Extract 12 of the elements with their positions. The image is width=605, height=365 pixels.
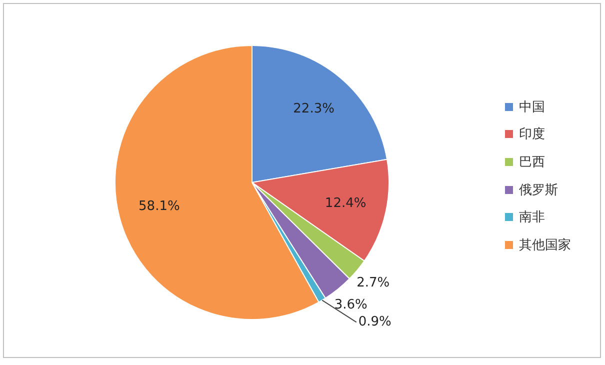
data-label: 58.1% bbox=[138, 199, 180, 214]
legend-label: 中国 bbox=[519, 98, 545, 116]
legend-label: 印度 bbox=[519, 126, 545, 144]
legend-label: 南非 bbox=[519, 209, 545, 226]
data-label: 0.9% bbox=[358, 314, 392, 330]
data-label: 12.4% bbox=[324, 196, 366, 211]
legend-label: 其他国家 bbox=[519, 236, 571, 254]
legend-label: 俄罗斯 bbox=[519, 182, 558, 199]
data-label: 22.3% bbox=[293, 102, 334, 117]
legend-label: 巴西 bbox=[519, 154, 545, 171]
data-label: 3.6% bbox=[334, 298, 368, 313]
data-label: 2.7% bbox=[356, 276, 390, 291]
